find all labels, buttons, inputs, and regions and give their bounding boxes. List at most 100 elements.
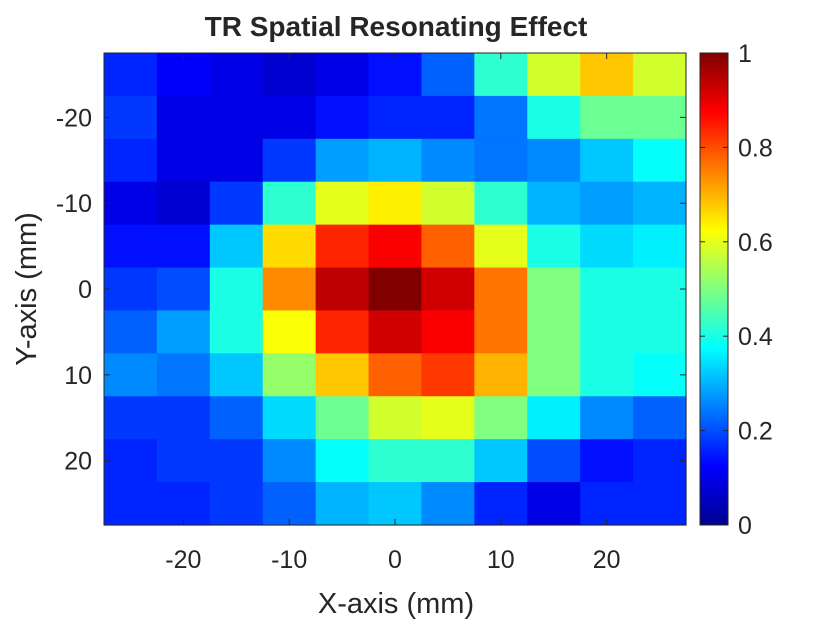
heatmap-cell-r9-c8 (527, 439, 581, 483)
heatmap-cell-r8-c1 (156, 396, 211, 440)
heatmap-cell-r3-c4 (315, 181, 370, 226)
heatmap-cell-r3-c0 (104, 181, 158, 226)
heatmap-cell-r7-c6 (421, 353, 475, 397)
x-tick-label: -20 (165, 546, 201, 574)
heatmap-cell-r0-c9 (580, 53, 634, 97)
x-tick-label: 0 (388, 546, 402, 574)
heatmap-cell-r5-c3 (262, 267, 317, 312)
heatmap-cell-r2-c10 (633, 138, 687, 183)
heatmap-cell-r8-c7 (474, 396, 528, 440)
y-tick-label: 20 (64, 448, 92, 476)
heatmap-cell-r6-c7 (474, 310, 528, 354)
heatmap-cell-r7-c10 (633, 353, 687, 397)
heatmap-cell-r8-c9 (580, 396, 634, 440)
heatmap-cell-r2-c3 (262, 138, 317, 183)
colorbar-ticks: 0 0.2 0.4 0.6 0.8 1 (700, 40, 773, 540)
heatmap-cell-r2-c7 (474, 138, 528, 183)
heatmap-cell-r8-c4 (315, 396, 370, 440)
heatmap-cell-r1-c5 (368, 95, 423, 140)
x-axis-ticks: -20 -10 0 10 20 (165, 53, 621, 574)
heatmap-cells (104, 53, 687, 526)
heatmap-cell-r1-c2 (209, 95, 264, 140)
heatmap-cell-r8-c2 (209, 396, 264, 440)
heatmap-cell-r1-c3 (262, 95, 317, 140)
heatmap-cell-r2-c4 (315, 138, 370, 183)
heatmap-cell-r3-c3 (262, 181, 317, 226)
heatmap-cell-r0-c2 (209, 53, 264, 97)
colorbar-tick-label: 0.6 (738, 229, 773, 257)
heatmap-cell-r4-c9 (580, 224, 634, 269)
y-axis-label: Y-axis (mm) (11, 212, 43, 366)
heatmap-cell-r10-c4 (315, 482, 370, 526)
heatmap-cell-r1-c10 (633, 95, 687, 140)
heatmap-cell-r1-c6 (421, 95, 475, 140)
heatmap-cell-r8-c5 (368, 396, 423, 440)
heatmap-cell-r4-c2 (209, 224, 264, 269)
heatmap-cell-r2-c2 (209, 138, 264, 183)
heatmap-cell-r1-c1 (156, 95, 211, 140)
heatmap-cell-r6-c0 (104, 310, 158, 354)
heatmap-cell-r10-c3 (262, 482, 317, 526)
heatmap-cell-r9-c0 (104, 439, 158, 483)
heatmap-cell-r1-c7 (474, 95, 528, 140)
colorbar-tick-label: 0 (738, 512, 752, 540)
heatmap-cell-r3-c7 (474, 181, 528, 226)
heatmap-cell-r6-c5 (368, 310, 423, 354)
heatmap-cell-r2-c0 (104, 138, 158, 183)
heatmap-cell-r3-c2 (209, 181, 264, 226)
heatmap-cell-r0-c8 (527, 53, 581, 97)
heatmap-cell-r1-c0 (104, 95, 158, 140)
heatmap-cell-r6-c1 (156, 310, 211, 354)
y-tick-label: -20 (56, 104, 92, 132)
heatmap-cell-r4-c7 (474, 224, 528, 269)
heatmap-cell-r9-c7 (474, 439, 528, 483)
colorbar-tick-label: 0.8 (738, 134, 773, 162)
colorbar-tick-label: 1 (738, 40, 752, 68)
colorbar-tick-label: 0.2 (738, 418, 773, 446)
heatmap-cell-r10-c9 (580, 482, 634, 526)
heatmap-cell-r7-c4 (315, 353, 370, 397)
heatmap-cell-r5-c1 (156, 267, 211, 312)
heatmap-cell-r1-c4 (315, 95, 370, 140)
heatmap-cell-r7-c2 (209, 353, 264, 397)
heatmap-cell-r10-c0 (104, 482, 158, 526)
heatmap-cell-r9-c5 (368, 439, 423, 483)
heatmap-cell-r7-c5 (368, 353, 423, 397)
heatmap-cell-r5-c9 (580, 267, 634, 312)
x-tick-label: -10 (271, 546, 307, 574)
heatmap-cell-r9-c9 (580, 439, 634, 483)
heatmap-cell-r5-c10 (633, 267, 687, 312)
y-axis-ticks: -20 -10 0 10 20 (56, 104, 686, 476)
heatmap-cell-r6-c10 (633, 310, 687, 354)
heatmap-cell-r4-c8 (527, 224, 581, 269)
heatmap-cell-r7-c3 (262, 353, 317, 397)
heatmap-cell-r3-c5 (368, 181, 423, 226)
heatmap-cell-r5-c7 (474, 267, 528, 312)
heatmap-cell-r5-c2 (209, 267, 264, 312)
heatmap-cell-r9-c10 (633, 439, 687, 483)
heatmap-cell-r4-c10 (633, 224, 687, 269)
heatmap-cell-r0-c0 (104, 53, 158, 97)
heatmap-cell-r8-c0 (104, 396, 158, 440)
heatmap-cell-r4-c4 (315, 224, 370, 269)
heatmap-cell-r1-c8 (527, 95, 581, 140)
heatmap-cell-r4-c6 (421, 224, 475, 269)
colorbar-tick-label: 0.4 (738, 323, 773, 351)
heatmap-cell-r10-c6 (421, 482, 475, 526)
heatmap-cell-r2-c6 (421, 138, 475, 183)
heatmap-cell-r0-c3 (262, 53, 317, 97)
heatmap-cell-r10-c7 (474, 482, 528, 526)
heatmap-cell-r5-c4 (315, 267, 370, 312)
heatmap-cell-r6-c9 (580, 310, 634, 354)
heatmap-cell-r7-c7 (474, 353, 528, 397)
heatmap-cell-r6-c4 (315, 310, 370, 354)
heatmap-cell-r8-c6 (421, 396, 475, 440)
heatmap-cell-r0-c5 (368, 53, 423, 97)
chart-title: TR Spatial Resonating Effect (205, 11, 588, 42)
heatmap-cell-r3-c9 (580, 181, 634, 226)
heatmap-cell-r8-c3 (262, 396, 317, 440)
heatmap-cell-r3-c10 (633, 181, 687, 226)
x-tick-label: 10 (487, 546, 515, 574)
colorbar (699, 52, 729, 526)
